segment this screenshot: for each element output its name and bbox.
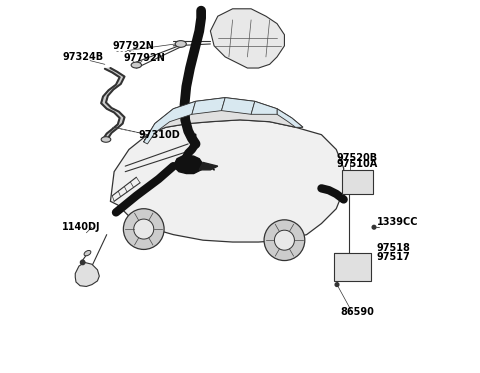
Polygon shape [210,9,285,68]
Polygon shape [75,262,99,286]
Ellipse shape [101,137,111,142]
Ellipse shape [131,62,142,68]
Ellipse shape [175,41,186,47]
Circle shape [335,283,339,286]
Polygon shape [173,155,203,173]
FancyBboxPatch shape [335,253,372,281]
Circle shape [81,260,85,264]
Polygon shape [251,101,277,114]
Circle shape [372,225,376,229]
Text: 97324B: 97324B [62,52,103,62]
Text: 97510A: 97510A [336,159,377,169]
FancyBboxPatch shape [342,170,373,194]
Circle shape [123,209,164,250]
Text: 1339CC: 1339CC [377,217,419,228]
Text: 97792N: 97792N [123,53,165,63]
Polygon shape [110,120,344,242]
Polygon shape [277,109,303,127]
Text: 97520B: 97520B [336,153,377,163]
Polygon shape [199,162,218,170]
Polygon shape [144,101,195,144]
Polygon shape [101,68,124,139]
Text: 86590: 86590 [340,307,374,317]
Polygon shape [192,98,225,114]
Circle shape [264,220,305,261]
Circle shape [275,230,294,250]
Text: 1140DJ: 1140DJ [62,222,101,232]
Text: 97310D: 97310D [138,131,180,140]
Polygon shape [144,98,303,142]
Text: 97792N: 97792N [112,41,154,51]
Polygon shape [221,98,255,114]
Circle shape [134,219,154,239]
Text: 97518: 97518 [377,243,411,253]
Text: 97517: 97517 [377,252,411,262]
Ellipse shape [84,251,91,256]
